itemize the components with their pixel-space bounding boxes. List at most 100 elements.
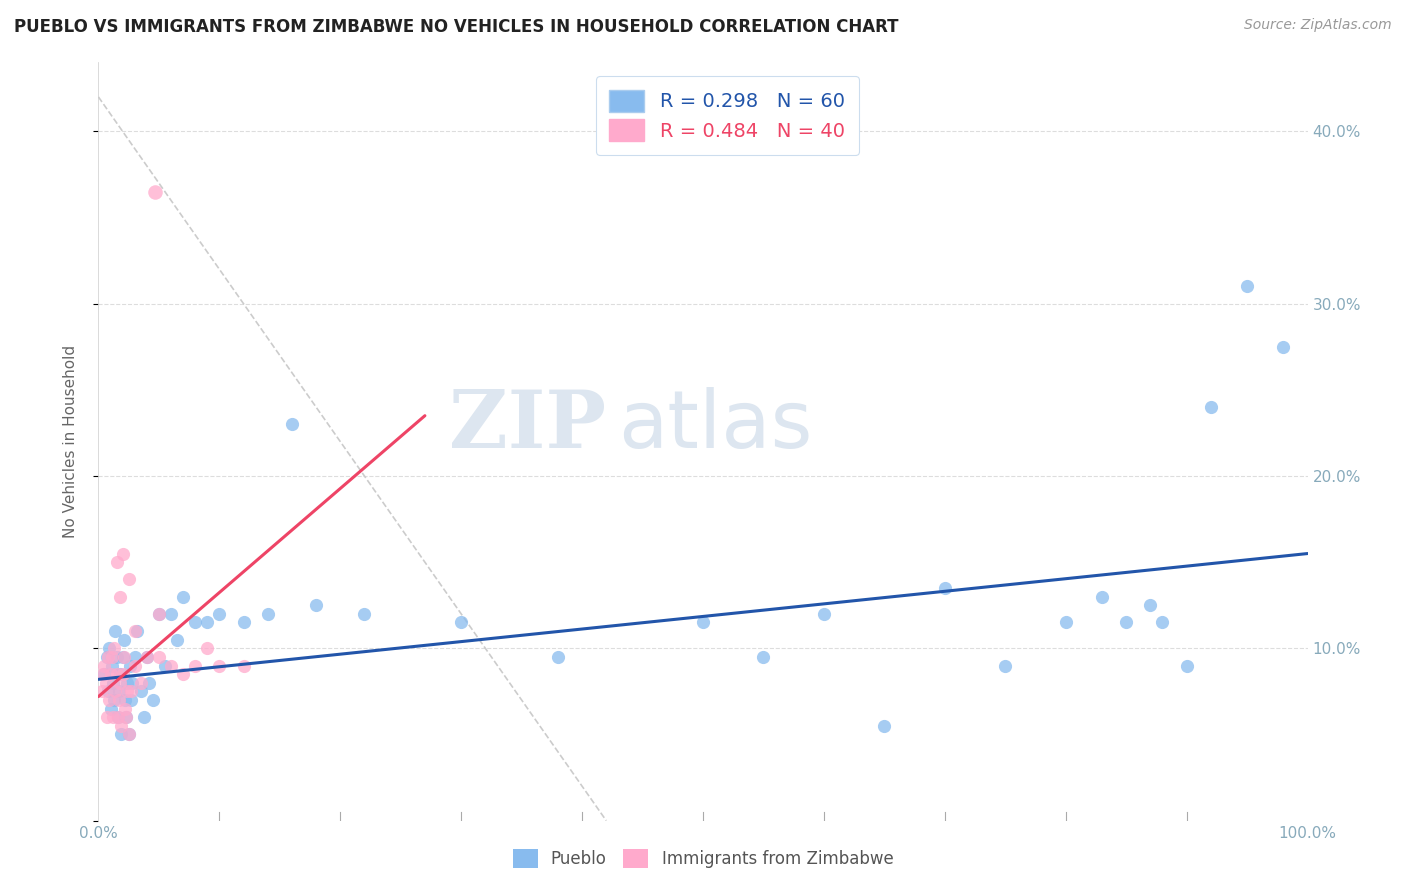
Point (93, 667, 115, 681)
Point (100, 658, 122, 673)
Point (195, 615, 218, 630)
Point (91, 684, 114, 698)
Point (1199, 400, 1222, 414)
Point (105, 555, 128, 569)
Point (160, 607, 183, 621)
Point (124, 649, 146, 664)
Point (208, 607, 231, 621)
Point (1152, 615, 1174, 630)
Point (166, 632, 188, 647)
Text: Source: ZipAtlas.com: Source: ZipAtlas.com (1244, 18, 1392, 32)
Point (1236, 279, 1258, 293)
Point (98, 641, 121, 656)
Point (105, 667, 128, 681)
Point (1272, 340, 1295, 354)
Point (450, 615, 472, 630)
Point (120, 684, 142, 698)
Point (873, 719, 896, 733)
Point (124, 658, 146, 673)
Point (110, 719, 132, 733)
Point (124, 624, 146, 639)
Point (108, 590, 131, 604)
Point (1054, 615, 1077, 630)
Point (256, 607, 278, 621)
Point (104, 684, 127, 698)
Point (94, 675, 117, 690)
Text: atlas: atlas (619, 387, 813, 466)
Point (96, 649, 118, 664)
Point (112, 632, 135, 647)
Point (108, 667, 131, 681)
Point (100, 649, 122, 664)
Point (93, 658, 115, 673)
Point (96, 710, 118, 724)
Legend: R = 0.298   N = 60, R = 0.484   N = 40: R = 0.298 N = 60, R = 0.484 N = 40 (596, 76, 859, 155)
Point (134, 710, 156, 724)
Point (138, 675, 160, 690)
Point (1175, 658, 1198, 673)
Point (98, 693, 121, 707)
Point (100, 701, 122, 715)
Point (118, 727, 141, 741)
Point (105, 649, 128, 664)
Point (752, 649, 775, 664)
Point (120, 693, 142, 707)
Point (115, 710, 138, 724)
Point (195, 641, 218, 656)
Point (281, 417, 304, 432)
Point (232, 615, 254, 630)
Point (353, 607, 375, 621)
Point (101, 710, 124, 724)
Point (101, 675, 124, 690)
Point (118, 727, 141, 741)
Point (91, 667, 114, 681)
Text: ZIP: ZIP (450, 387, 606, 466)
Point (121, 675, 143, 690)
Point (148, 607, 170, 621)
Point (112, 649, 135, 664)
Point (129, 684, 152, 698)
Point (107, 710, 129, 724)
Point (100, 667, 122, 681)
Point (111, 547, 134, 561)
Point (208, 658, 231, 673)
Point (547, 649, 569, 664)
Point (108, 675, 131, 690)
Point (117, 675, 139, 690)
Point (111, 649, 134, 664)
Point (184, 615, 207, 630)
Point (813, 607, 835, 621)
Point (934, 581, 956, 595)
Point (1091, 590, 1114, 604)
Point (108, 684, 131, 698)
Point (994, 658, 1017, 673)
Text: PUEBLO VS IMMIGRANTS FROM ZIMBABWE NO VEHICLES IN HOUSEHOLD CORRELATION CHART: PUEBLO VS IMMIGRANTS FROM ZIMBABWE NO VE… (14, 18, 898, 36)
Point (114, 701, 136, 715)
Point (142, 693, 165, 707)
Point (108, 693, 131, 707)
Point (104, 624, 127, 639)
Point (135, 649, 157, 664)
Point (232, 658, 254, 673)
Point (103, 641, 125, 656)
Point (305, 599, 328, 613)
Point (692, 615, 714, 630)
Point (97, 649, 120, 664)
Point (117, 684, 139, 698)
Point (114, 693, 136, 707)
Point (184, 658, 207, 673)
Point (153, 658, 176, 673)
Point (107, 710, 129, 724)
Point (111, 667, 134, 681)
Point (160, 658, 183, 673)
Point (172, 667, 194, 681)
Point (118, 658, 141, 673)
Point (129, 675, 152, 690)
Point (110, 727, 132, 741)
Point (143, 185, 166, 199)
Point (1139, 599, 1161, 613)
Point (115, 710, 138, 724)
Point (97, 684, 120, 698)
Legend: Pueblo, Immigrants from Zimbabwe: Pueblo, Immigrants from Zimbabwe (506, 842, 900, 875)
Point (172, 590, 194, 604)
